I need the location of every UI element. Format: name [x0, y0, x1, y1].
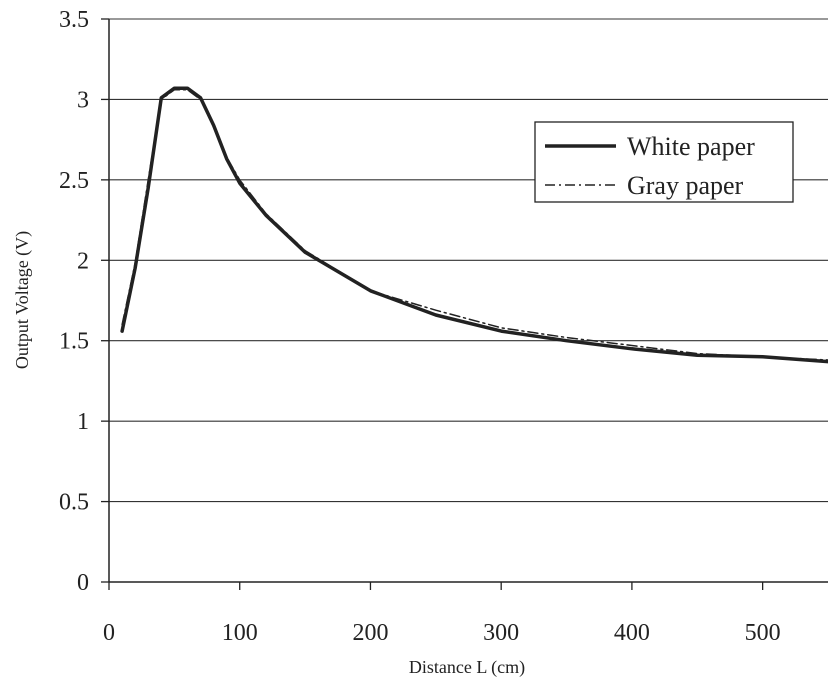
legend-label-gray-paper: Gray paper	[627, 171, 744, 200]
legend: White paper Gray paper	[534, 121, 794, 203]
grid-lines	[109, 18, 828, 503]
y-tick-label-5: 2.5	[59, 168, 89, 194]
y-tick-label-7: 3.5	[59, 7, 89, 33]
x-tick-label-2: 200	[352, 620, 388, 646]
y-axis-label: Output Voltage (V)	[12, 231, 33, 369]
legend-label-white-paper: White paper	[627, 132, 755, 161]
x-axis-label: Distance L (cm)	[409, 657, 525, 678]
series-line-white-paper	[120, 86, 828, 364]
y-tick-label-0: 0	[77, 570, 89, 596]
series-line-gray-paper	[121, 89, 828, 361]
x-tick-label-4: 400	[614, 620, 650, 646]
x-tick-label-3: 300	[483, 620, 519, 646]
y-tick-label-2: 1	[77, 409, 89, 435]
y-tick-label-1: 0.5	[59, 490, 89, 516]
legend-box	[534, 121, 794, 203]
y-tick-label-6: 3	[77, 87, 89, 113]
series-layer	[120, 86, 828, 364]
tick-labels: 0 0.5 1 1.5 2 2.5 3 3.5 0 100 200 300 400 500	[59, 7, 781, 646]
axes	[101, 18, 828, 590]
x-tick-label-1: 100	[222, 620, 258, 646]
x-tick-label-5: 500	[745, 620, 781, 646]
y-tick-label-3: 1.5	[59, 329, 89, 355]
y-tick-label-4: 2	[77, 248, 89, 274]
x-tick-label-0: 0	[103, 620, 115, 646]
